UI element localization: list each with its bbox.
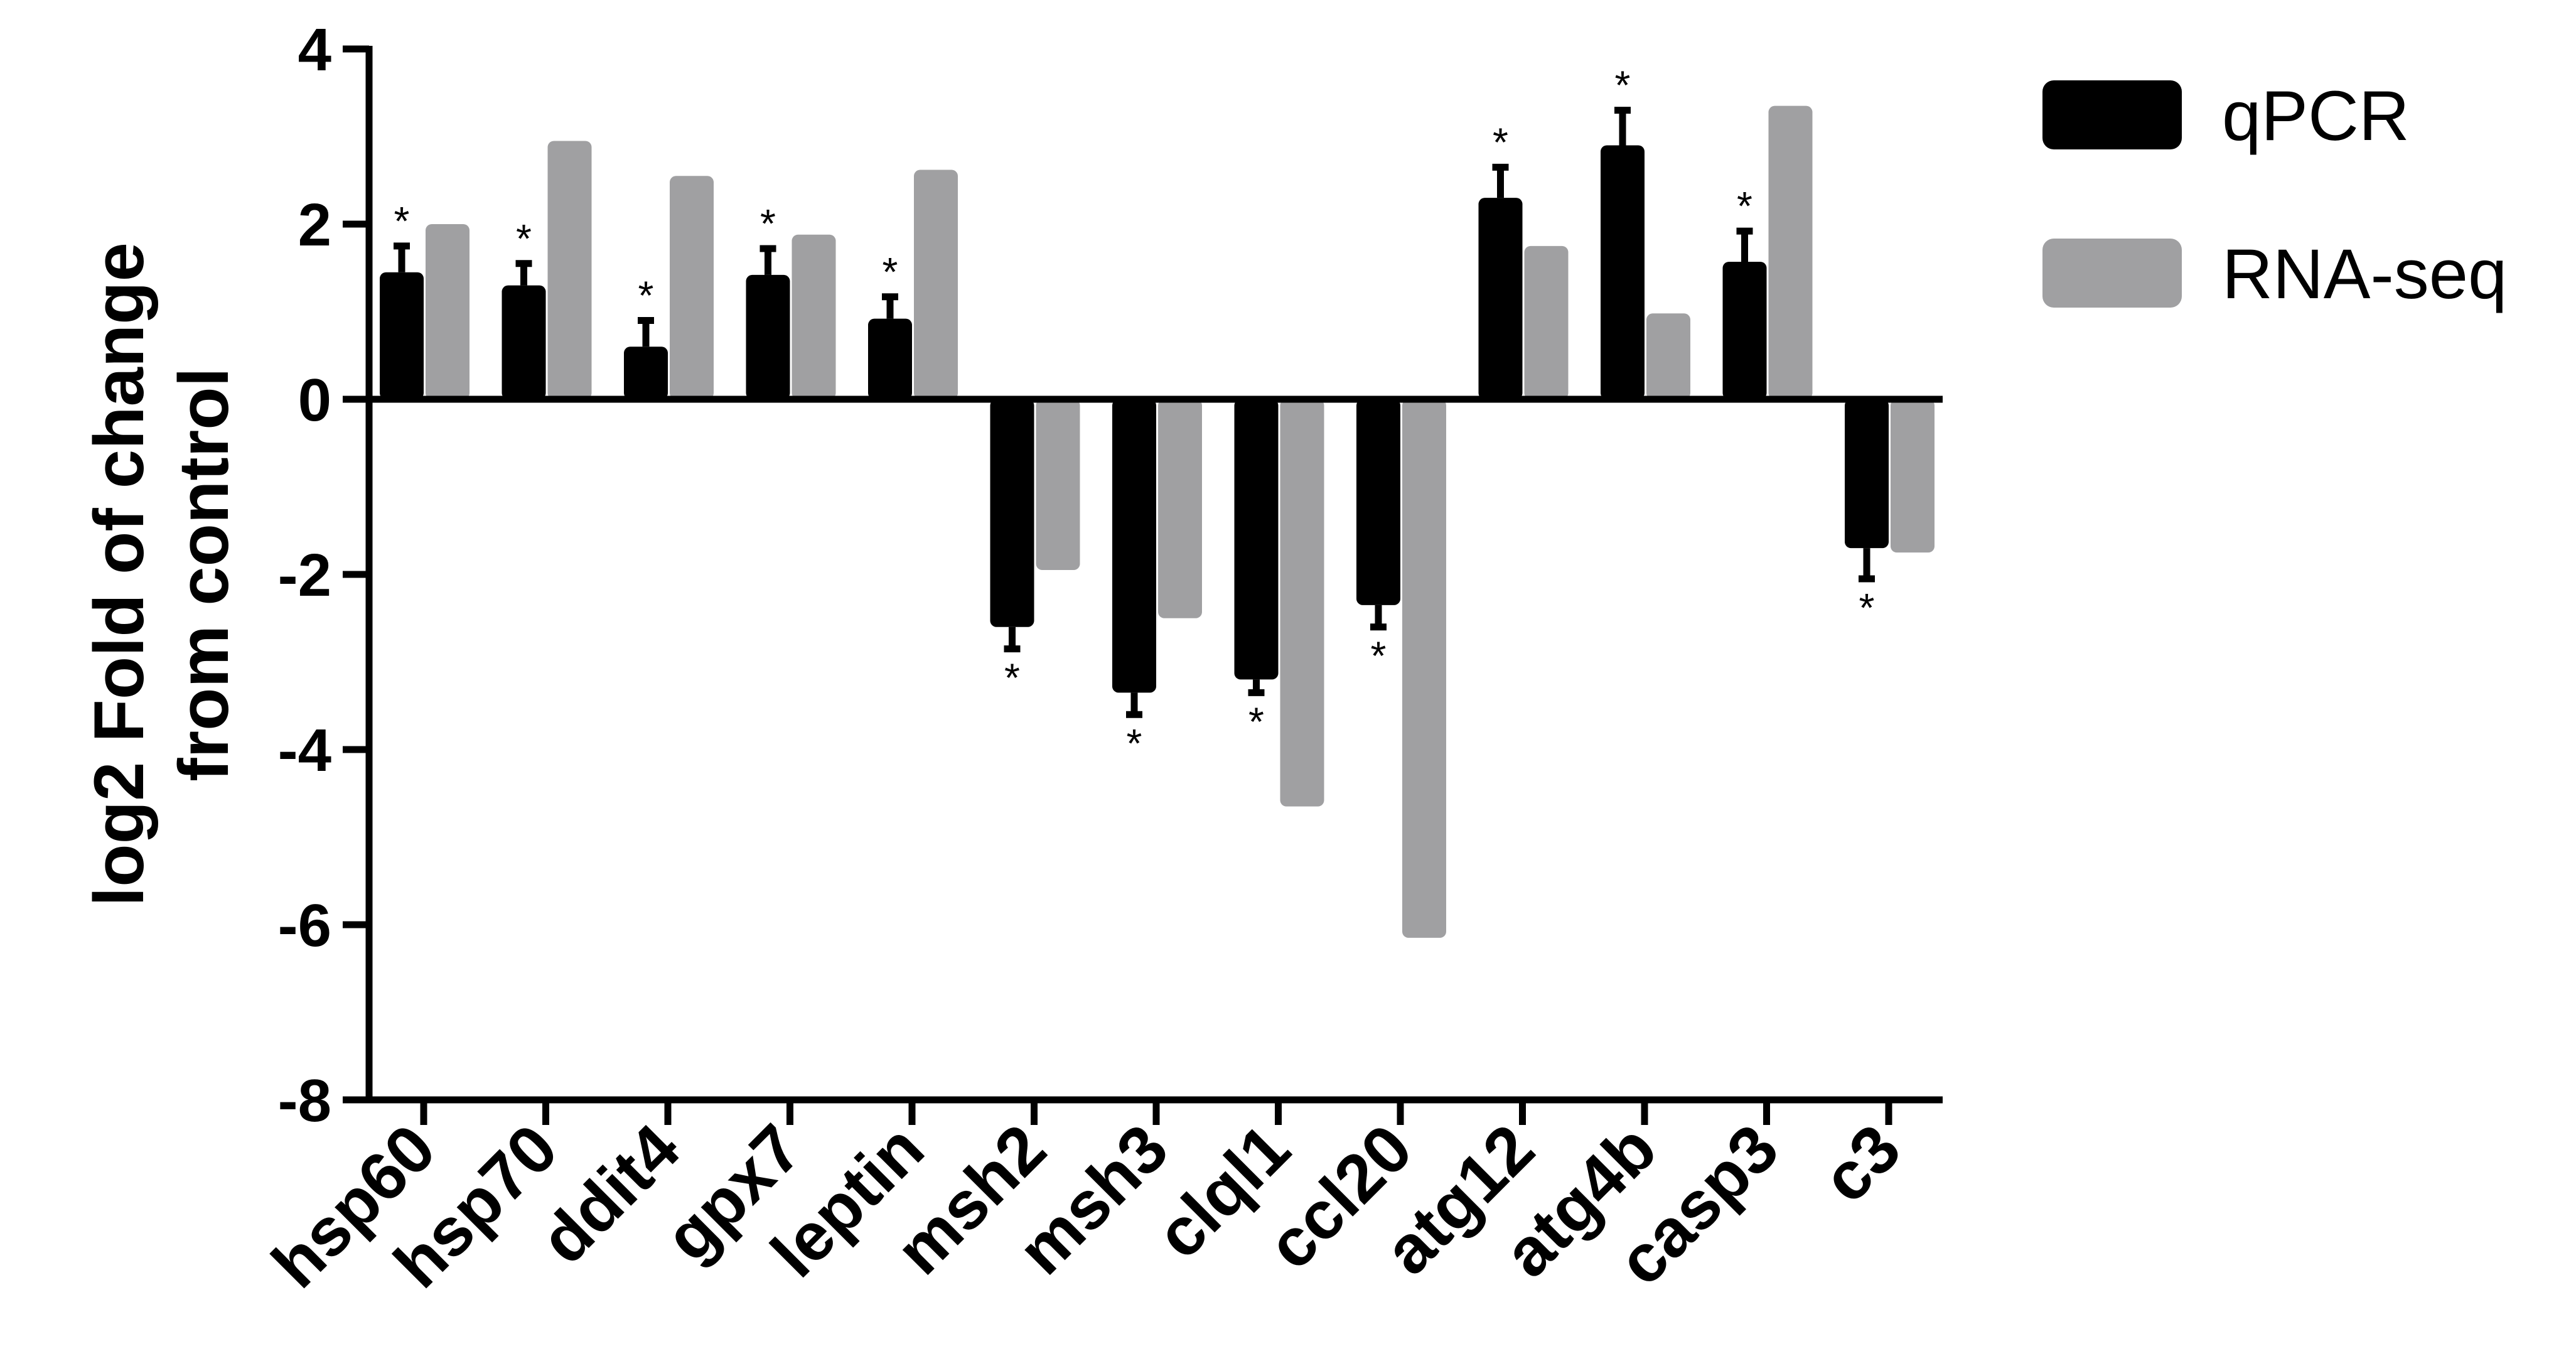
legend: qPCR RNA-seq (2042, 77, 2507, 313)
bar-qpcr (1478, 198, 1523, 399)
bar-rna-seq (1524, 245, 1569, 399)
significance-asterisk: * (394, 198, 410, 244)
bar-qpcr (1234, 399, 1279, 680)
bar-rna-seq (914, 169, 958, 399)
bar-qpcr (1356, 399, 1400, 605)
bar-rna-seq (426, 224, 470, 399)
bar-rna-seq (547, 141, 592, 399)
legend-swatch (2042, 239, 2182, 308)
significance-asterisk: * (1493, 119, 1508, 164)
bar-qpcr (746, 274, 790, 399)
y-tick-label: -4 (278, 717, 331, 784)
bars (380, 105, 1935, 938)
y-axis-ticks: 4 2 0 -2 -4 -6 -8 (278, 16, 369, 1134)
x-axis-ticks (420, 1100, 1892, 1125)
significance-asterisk: * (1127, 721, 1142, 766)
y-tick-label: -6 (278, 892, 331, 959)
bar-qpcr (868, 318, 912, 399)
significance-asterisk: * (638, 272, 654, 318)
significance-asterisk: * (1248, 699, 1264, 744)
bar-rna-seq (792, 234, 836, 399)
category-label: ddit4 (525, 1110, 694, 1278)
bar-qpcr (1601, 145, 1645, 399)
significance-asterisk: * (1737, 183, 1752, 229)
bar-rna-seq (1280, 399, 1324, 807)
y-axis-label-line: from control (164, 367, 243, 782)
significance-asterisk: * (760, 201, 776, 246)
category-label: c3 (1808, 1110, 1915, 1217)
significance-asterisk: * (1615, 63, 1631, 108)
y-tick-label: 2 (298, 191, 331, 259)
bar-qpcr (990, 399, 1034, 627)
legend-label: RNA-seq (2222, 235, 2507, 313)
bar-rna-seq (670, 176, 714, 399)
significance-asterisk: * (883, 249, 898, 294)
significance-asterisk: * (1004, 655, 1020, 701)
y-tick-label: 0 (298, 367, 331, 434)
significance-markers: * * * * * * * * * * * * * (394, 63, 1875, 767)
significance-asterisk: * (516, 216, 532, 261)
y-tick-label: -2 (278, 542, 331, 609)
bar-qpcr (624, 347, 668, 399)
bar-rna-seq (1891, 399, 1935, 553)
significance-asterisk: * (1371, 633, 1387, 679)
y-axis-label: log2 Fold of changefrom control (80, 242, 243, 906)
legend-swatch (2042, 80, 2182, 149)
bar-qpcr (380, 272, 424, 399)
bar-rna-seq (1768, 105, 1813, 400)
bar-qpcr (1845, 399, 1889, 549)
significance-asterisk: * (1859, 585, 1875, 630)
bar-rna-seq (1158, 399, 1202, 618)
bar-rna-seq (1646, 313, 1690, 399)
category-labels: hsp60hsp70ddit4gpx7leptinmsh2msh3clql1cc… (257, 1110, 1914, 1302)
bar-qpcr (502, 285, 546, 399)
y-axis-label-line: log2 Fold of change (80, 242, 158, 906)
y-tick-label: -8 (278, 1067, 331, 1134)
legend-label: qPCR (2222, 77, 2410, 155)
bar-qpcr (1112, 399, 1156, 693)
error-bars (394, 107, 1875, 718)
bar-rna-seq (1036, 399, 1080, 571)
y-tick-label: 4 (298, 16, 331, 83)
bar-rna-seq (1402, 399, 1446, 938)
bar-qpcr (1722, 261, 1767, 399)
